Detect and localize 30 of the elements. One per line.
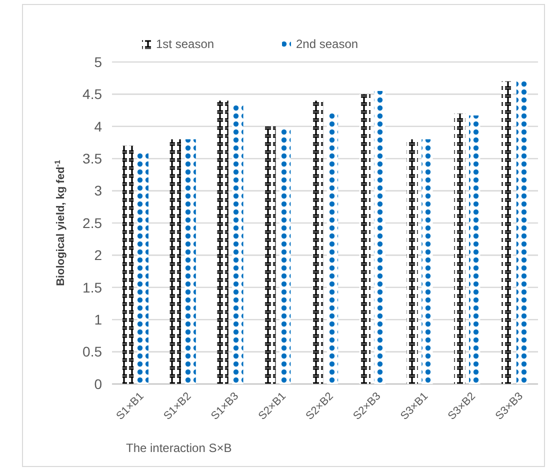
bar <box>217 100 228 384</box>
y-tick-label: 2 <box>94 247 102 264</box>
legend-label: 1st season <box>156 37 214 51</box>
bar <box>422 139 433 384</box>
bar <box>359 94 371 384</box>
bar <box>122 146 134 384</box>
bar <box>374 90 386 384</box>
y-tick-label: 4 <box>94 118 102 134</box>
bar <box>232 105 244 384</box>
bar <box>516 80 528 384</box>
x-axis-title: The interaction S×B <box>126 441 232 455</box>
bar <box>312 100 324 384</box>
y-tick-label: 1 <box>94 312 102 328</box>
y-tick-label: 4.5 <box>82 86 102 102</box>
bar <box>137 152 148 384</box>
y-tick-label: 3 <box>94 182 102 199</box>
bar <box>279 128 291 384</box>
bar <box>326 114 338 384</box>
bar <box>264 126 276 384</box>
bar <box>469 115 480 384</box>
y-tick-label: 5 <box>94 54 102 70</box>
y-tick-label: 2.5 <box>82 214 102 231</box>
bar <box>184 139 196 384</box>
y-tick-label: 1.5 <box>82 279 102 296</box>
y-tick-label: 3.5 <box>82 150 102 166</box>
legend-label: 2nd season <box>296 37 358 51</box>
bar <box>170 139 181 384</box>
bar <box>502 81 513 384</box>
y-tick-label: 0 <box>94 376 102 392</box>
y-tick-label: 0.5 <box>82 344 102 360</box>
